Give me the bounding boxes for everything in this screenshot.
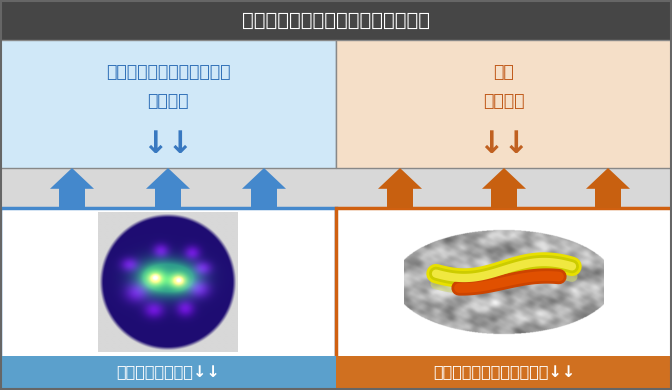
Text: 視覚処理: 視覚処理 bbox=[483, 92, 525, 110]
Polygon shape bbox=[482, 168, 526, 208]
Text: パーキンソン病患者の認知機能障害: パーキンソン病患者の認知機能障害 bbox=[242, 11, 430, 30]
Text: 記憶: 記憶 bbox=[494, 63, 514, 81]
Bar bbox=[336, 356, 672, 390]
Bar bbox=[0, 208, 336, 390]
Text: ↓↓: ↓↓ bbox=[478, 131, 530, 160]
Polygon shape bbox=[378, 168, 422, 208]
Polygon shape bbox=[242, 168, 286, 208]
Bar bbox=[0, 356, 336, 390]
Polygon shape bbox=[146, 168, 190, 208]
Text: 注意・ワーキングメモリー: 注意・ワーキングメモリー bbox=[106, 63, 230, 81]
Bar bbox=[0, 40, 336, 168]
Text: 前頭・側頭葉の大脳皮質　↓↓: 前頭・側頭葉の大脳皮質 ↓↓ bbox=[433, 365, 575, 381]
Bar bbox=[336, 40, 672, 168]
Bar bbox=[336, 208, 672, 390]
Polygon shape bbox=[50, 168, 94, 208]
Text: ↓↓: ↓↓ bbox=[142, 131, 194, 160]
Bar bbox=[0, 0, 672, 40]
Text: 遂行機能: 遂行機能 bbox=[147, 92, 189, 110]
Text: ドパミン神経系　↓↓: ドパミン神経系 ↓↓ bbox=[116, 365, 220, 381]
Polygon shape bbox=[586, 168, 630, 208]
